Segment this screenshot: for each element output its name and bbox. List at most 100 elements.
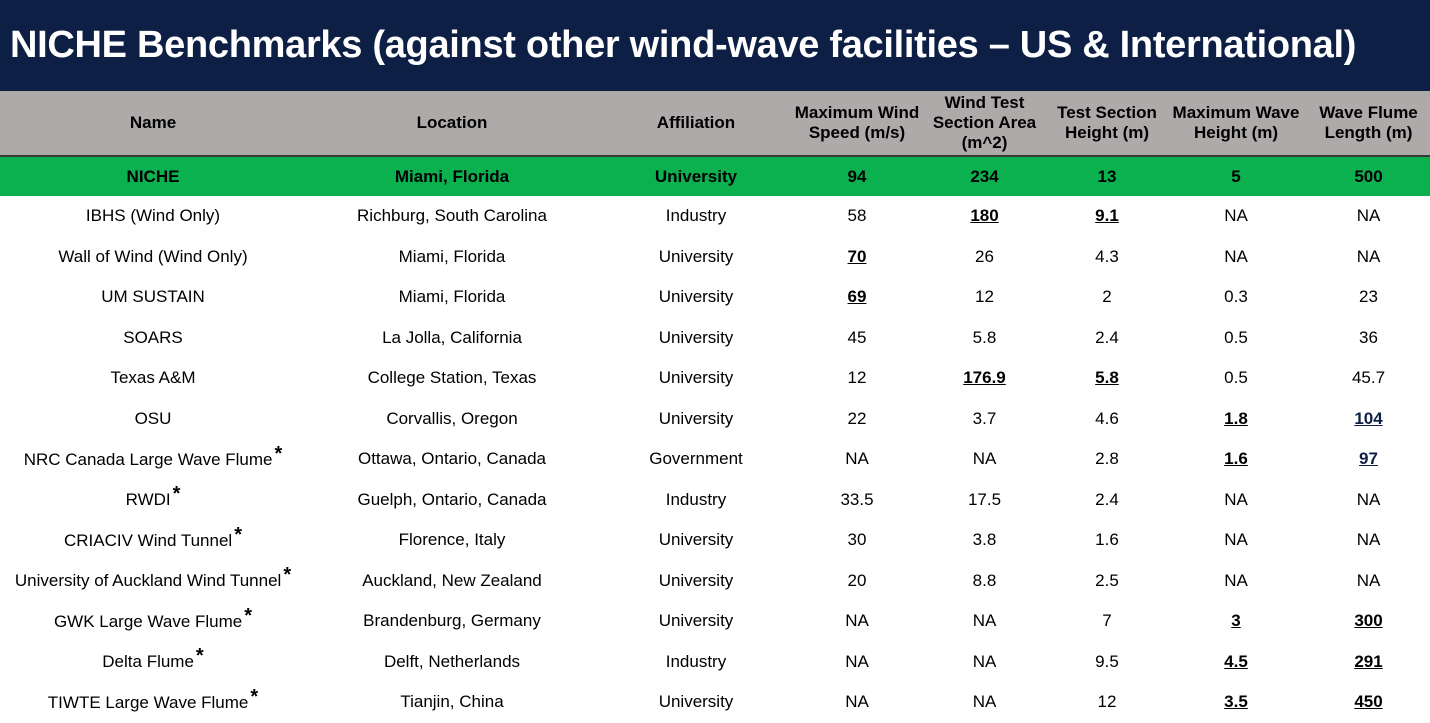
highlighted-value: 180 (970, 206, 999, 226)
benchmark-table: Name Location Affiliation Maximum Wind S… (0, 91, 1430, 723)
facility-name: CRIACIV Wind Tunnel (64, 530, 233, 550)
cell-wave-height: NA (1224, 206, 1248, 226)
highlighted-value: 69 (847, 287, 867, 307)
cell-area: 180 (920, 196, 1049, 237)
cell-wave-height: 5 (1231, 166, 1241, 186)
cell-area: NA (972, 651, 997, 671)
cell-wave-height: NA (1224, 246, 1248, 266)
cell-flume-length: 97 (1307, 439, 1430, 480)
cell-affiliation: University (658, 408, 734, 428)
table-header: Name Location Affiliation Maximum Wind S… (0, 91, 1430, 157)
cell-name: TIWTE Large Wave Flume * (0, 682, 306, 723)
col-header-wave-height: Maximum Wave Height (m) (1165, 91, 1307, 157)
cell-area: 3.7 (972, 408, 997, 428)
cell-wind-speed: 45 (847, 327, 867, 347)
facility-name: GWK Large Wave Flume (53, 611, 243, 631)
cell-height: 9.1 (1049, 196, 1165, 237)
cell-name: OSU (134, 408, 172, 428)
col-header-wind-speed: Maximum Wind Speed (m/s) (794, 91, 920, 157)
highlighted-value: 4.5 (1224, 651, 1248, 671)
table-row: Delta Flume * Delft, Netherlands Industry… (0, 642, 1430, 683)
highlighted-value: 3.5 (1224, 692, 1248, 712)
table-row: Wall of Wind (Wind Only) Miami, Florida … (0, 237, 1430, 278)
cell-flume-length: NA (1356, 489, 1381, 509)
cell-area: 5.8 (972, 327, 997, 347)
col-header-location: Location (306, 91, 598, 157)
cell-height: 1.6 (1095, 530, 1119, 550)
highlighted-value: 1.8 (1224, 408, 1248, 428)
cell-affiliation: Industry (665, 489, 727, 509)
cell-flume-length: NA (1356, 530, 1381, 550)
cell-height: 2 (1102, 287, 1112, 307)
facility-name: University of Auckland Wind Tunnel (14, 571, 282, 591)
cell-wind-speed: 20 (847, 570, 867, 590)
cell-wave-height: 3 (1165, 601, 1307, 642)
facility-name: NRC Canada Large Wave Flume (23, 449, 273, 469)
col-header-name: Name (0, 91, 306, 157)
cell-flume-length: 291 (1307, 642, 1430, 683)
facility-name: TIWTE Large Wave Flume (47, 692, 249, 712)
cell-location: Delft, Netherlands (383, 651, 521, 671)
cell-wave-height: 3.5 (1165, 682, 1307, 723)
table-row: SOARS La Jolla, California University 45… (0, 318, 1430, 359)
cell-name: UM SUSTAIN (101, 287, 205, 307)
cell-area: 12 (975, 287, 994, 307)
cell-flume-length: NA (1356, 246, 1381, 266)
cell-height: 5.8 (1049, 358, 1165, 399)
table-row: UM SUSTAIN Miami, Florida University 69 … (0, 277, 1430, 318)
cell-flume-length: 500 (1354, 166, 1383, 186)
cell-name: SOARS (123, 327, 183, 347)
col-header-height: Test Section Height (m) (1049, 91, 1165, 157)
cell-affiliation: University (658, 287, 734, 307)
footnote-marker: * (195, 645, 204, 668)
highlighted-value: 5.8 (1095, 368, 1119, 388)
highlighted-value: 176.9 (963, 368, 1006, 388)
highlighted-value: 104 (1354, 408, 1383, 428)
highlighted-value: 1.6 (1224, 449, 1248, 469)
cell-wave-height: 0.5 (1224, 327, 1248, 347)
table-row: CRIACIV Wind Tunnel * Florence, Italy Uni… (0, 520, 1430, 561)
cell-wave-height: 0.3 (1224, 287, 1248, 307)
cell-wave-height: NA (1224, 530, 1248, 550)
cell-name: RWDI * (0, 480, 306, 521)
cell-flume-length: NA (1356, 570, 1381, 590)
cell-name: GWK Large Wave Flume * (0, 601, 306, 642)
niche-row: NICHE Miami, Florida University 94 234 1… (0, 156, 1430, 196)
footnote-marker: * (234, 523, 242, 546)
highlighted-value: 300 (1354, 611, 1383, 631)
cell-height: 2.4 (1095, 327, 1119, 347)
cell-affiliation: University (658, 530, 734, 550)
cell-area: 234 (970, 166, 999, 186)
cell-name: IBHS (Wind Only) (85, 206, 221, 226)
cell-location: Richburg, South Carolina (357, 206, 547, 226)
cell-location: Miami, Florida (398, 246, 506, 266)
highlighted-value: 70 (847, 246, 867, 266)
cell-name: NRC Canada Large Wave Flume * (0, 439, 306, 480)
cell-area: 176.9 (920, 358, 1049, 399)
cell-affiliation: University (658, 368, 734, 388)
cell-affiliation: University (658, 570, 734, 590)
cell-location: Brandenburg, Germany (363, 611, 541, 631)
cell-location: Tianjin, China (400, 692, 504, 712)
cell-area: 17.5 (967, 489, 1002, 509)
footnote-marker: * (250, 685, 259, 708)
cell-location: Ottawa, Ontario, Canada (357, 449, 547, 469)
cell-wind-speed: 69 (794, 277, 920, 318)
col-header-flume-length: Wave Flume Length (m) (1307, 91, 1430, 157)
table-row: TIWTE Large Wave Flume * Tianjin, China U… (0, 682, 1430, 723)
cell-area: 3.8 (972, 530, 997, 550)
cell-wave-height: 1.8 (1165, 399, 1307, 440)
footnote-marker: * (244, 604, 253, 627)
cell-wind-speed: 58 (847, 206, 867, 226)
table-row: IBHS (Wind Only) Richburg, South Carolin… (0, 196, 1430, 237)
cell-affiliation: University (658, 246, 734, 266)
cell-wind-speed: NA (845, 449, 869, 469)
cell-wave-height: 1.6 (1165, 439, 1307, 480)
cell-wind-speed: 33.5 (840, 489, 874, 509)
cell-wave-height: NA (1224, 489, 1248, 509)
cell-wave-height: 4.5 (1165, 642, 1307, 683)
cell-area: 26 (975, 246, 994, 266)
cell-area: 8.8 (972, 570, 997, 590)
header-row: Name Location Affiliation Maximum Wind S… (0, 91, 1430, 157)
cell-flume-length: 36 (1359, 327, 1378, 347)
